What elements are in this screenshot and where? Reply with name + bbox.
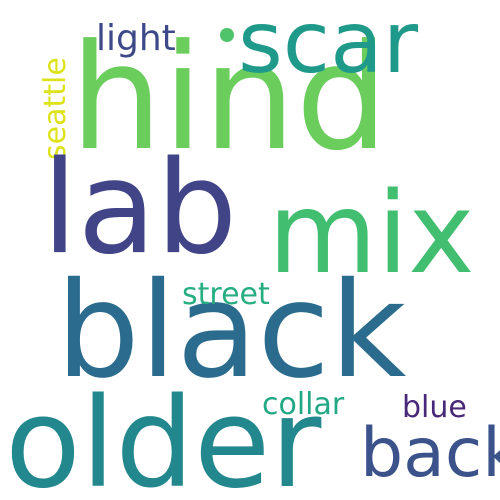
- decorative-dot: [220, 28, 234, 42]
- word-scar: scar: [238, 0, 419, 93]
- word-collar: collar: [262, 387, 345, 422]
- word-blue: blue: [402, 390, 467, 425]
- word-black: black: [56, 254, 407, 408]
- word-street: street: [182, 277, 270, 312]
- word-back: back: [360, 414, 500, 493]
- word-mix: mix: [268, 169, 475, 299]
- word-lab: lab: [42, 134, 238, 283]
- word-hind: hind: [70, 13, 389, 183]
- word-older: older: [5, 372, 322, 500]
- word-light: light: [96, 18, 176, 59]
